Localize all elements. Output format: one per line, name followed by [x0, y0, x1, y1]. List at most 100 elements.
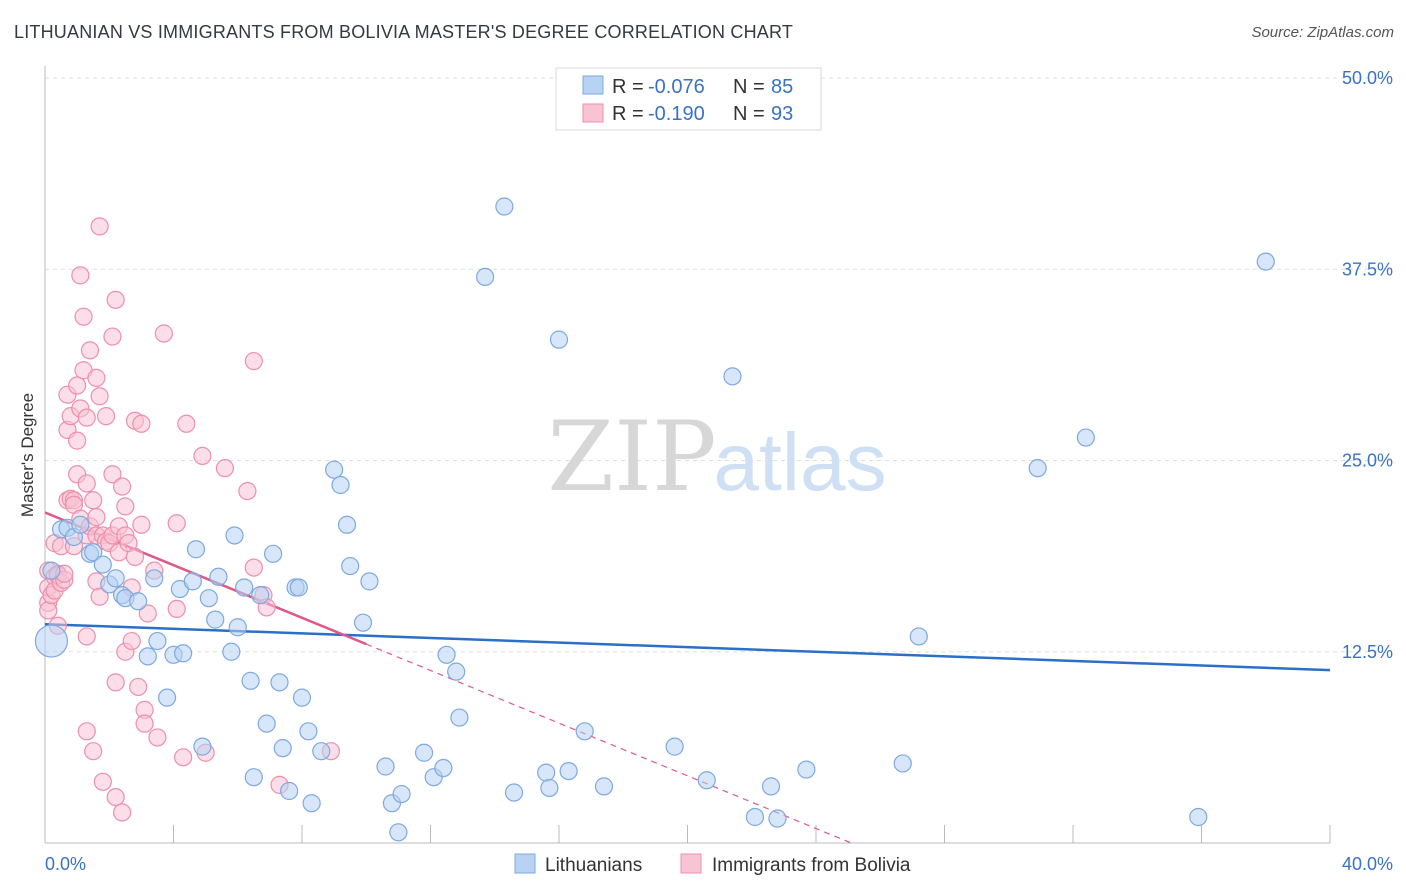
- legend-r-value: -0.076: [648, 76, 705, 98]
- point-lithuanians: [209, 567, 228, 586]
- legend-r-label: R =: [612, 103, 644, 125]
- x-tick-label: 0.0%: [45, 854, 86, 874]
- point-bolivia: [174, 748, 193, 767]
- point-bolivia: [80, 341, 100, 360]
- axes: [44, 66, 1331, 844]
- point-lithuanians: [893, 754, 912, 773]
- point-lithuanians: [34, 624, 69, 658]
- point-lithuanians: [138, 647, 157, 666]
- point-bolivia: [39, 601, 58, 620]
- watermark-zip: ZIP: [547, 401, 716, 513]
- point-bolivia: [96, 407, 116, 426]
- y-tick-label: 37.5%: [1342, 259, 1393, 279]
- y-tick-labels: 12.5% 25.0% 37.5% 50.0%: [1342, 68, 1393, 662]
- point-lithuanians: [312, 742, 331, 761]
- point-lithuanians: [235, 578, 254, 597]
- legend-r-value: -0.190: [648, 103, 705, 125]
- x-tick-label: 40.0%: [1342, 854, 1393, 874]
- point-lithuanians: [447, 662, 466, 681]
- point-lithuanians: [495, 197, 514, 216]
- point-lithuanians: [148, 631, 167, 651]
- point-lithuanians: [263, 544, 283, 563]
- point-lithuanians: [280, 781, 299, 801]
- point-bolivia: [135, 714, 154, 733]
- point-lithuanians: [199, 589, 218, 608]
- point-bolivia: [90, 387, 109, 406]
- point-bolivia: [93, 772, 112, 791]
- point-bolivia: [77, 722, 96, 741]
- point-bolivia: [87, 368, 106, 387]
- point-lithuanians: [559, 761, 578, 781]
- point-bolivia: [106, 787, 125, 807]
- point-lithuanians: [270, 673, 289, 692]
- point-bolivia: [103, 327, 122, 346]
- watermark-atlas: atlas: [713, 417, 886, 508]
- point-lithuanians: [71, 515, 90, 534]
- point-bolivia: [132, 414, 151, 433]
- point-lithuanians: [222, 642, 241, 661]
- point-lithuanians: [325, 460, 344, 479]
- point-lithuanians: [761, 777, 781, 796]
- point-lithuanians: [909, 627, 928, 646]
- point-lithuanians: [174, 644, 193, 663]
- point-lithuanians: [93, 555, 112, 574]
- point-bolivia: [122, 631, 141, 651]
- point-lithuanians: [244, 768, 263, 787]
- point-lithuanians: [337, 515, 357, 534]
- legend: R = -0.076 N = 85 R = -0.190 N = 93: [555, 67, 822, 131]
- point-bolivia: [90, 587, 109, 606]
- point-bolivia: [90, 217, 109, 236]
- series-label-lithuanians: Lithuanians: [545, 855, 642, 876]
- series-swatch-lithuanians: [514, 853, 536, 874]
- point-lithuanians: [476, 267, 495, 286]
- point-lithuanians: [389, 823, 408, 842]
- point-lithuanians: [289, 578, 308, 597]
- point-lithuanians: [273, 739, 292, 758]
- point-bolivia: [193, 446, 212, 466]
- point-bolivia: [148, 728, 167, 747]
- point-lithuanians: [302, 794, 321, 813]
- point-bolivia: [132, 515, 151, 534]
- point-bolivia: [125, 547, 145, 566]
- point-bolivia: [129, 677, 148, 697]
- point-bolivia: [68, 431, 87, 450]
- y-tick-label: 12.5%: [1342, 642, 1393, 662]
- point-lithuanians: [575, 722, 594, 741]
- point-lithuanians: [745, 807, 765, 827]
- point-lithuanians: [1028, 459, 1047, 478]
- series-swatch-bolivia: [680, 853, 702, 874]
- point-bolivia: [103, 465, 122, 484]
- data-points: [34, 197, 1275, 842]
- point-lithuanians: [540, 778, 559, 798]
- point-bolivia: [74, 307, 93, 326]
- point-lithuanians: [434, 758, 453, 778]
- point-bolivia: [106, 290, 125, 309]
- point-bolivia: [71, 266, 90, 285]
- point-lithuanians: [594, 777, 614, 796]
- point-bolivia: [215, 459, 234, 478]
- point-lithuanians: [1256, 252, 1275, 271]
- point-lithuanians: [106, 569, 125, 588]
- point-lithuanians: [537, 763, 556, 782]
- y-tick-label: 25.0%: [1342, 451, 1393, 471]
- point-bolivia: [77, 474, 96, 493]
- point-lithuanians: [206, 610, 225, 629]
- legend-swatch-bolivia: [582, 103, 604, 123]
- y-tick-label: 50.0%: [1342, 68, 1393, 88]
- point-lithuanians: [392, 784, 411, 804]
- point-lithuanians: [341, 556, 360, 576]
- point-lithuanians: [437, 645, 456, 664]
- point-lithuanians: [193, 737, 212, 756]
- point-lithuanians: [797, 760, 816, 779]
- point-bolivia: [177, 414, 196, 433]
- point-lithuanians: [241, 671, 260, 690]
- point-lithuanians: [376, 757, 395, 776]
- legend-n-label: N =: [733, 103, 765, 125]
- point-lithuanians: [331, 475, 350, 495]
- point-lithuanians: [723, 367, 742, 386]
- point-lithuanians: [299, 722, 318, 741]
- trend-line-lithuanians: [44, 622, 1331, 672]
- point-bolivia: [116, 497, 135, 516]
- point-bolivia: [238, 482, 257, 501]
